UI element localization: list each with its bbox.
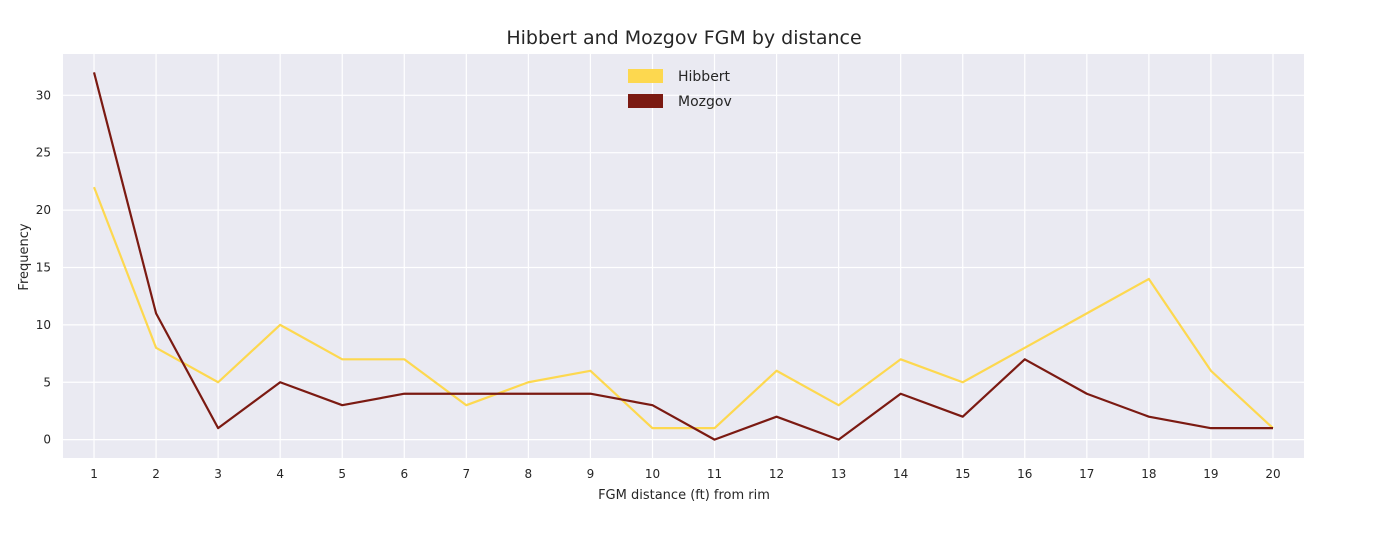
legend-label-mozgov: Mozgov: [678, 94, 732, 110]
series-line-mozgov: [92, 72, 1273, 441]
x-tick-label: 20: [1265, 467, 1280, 481]
x-tick-label: 12: [769, 467, 784, 481]
x-tick-label: 5: [338, 467, 346, 481]
x-tick-label: 7: [463, 467, 471, 481]
y-tick-label: 15: [36, 260, 51, 274]
legend-label-hibbert: Hibbert: [678, 69, 731, 85]
grid: [63, 54, 1304, 458]
y-tick-label: 30: [36, 88, 51, 102]
x-tick-label: 6: [400, 467, 408, 481]
plot-area: [63, 54, 1304, 458]
x-tick-label: 15: [955, 467, 970, 481]
x-tick-label: 3: [214, 467, 222, 481]
legend: Hibbert Mozgov: [628, 69, 732, 110]
y-axis-label: Frequency: [17, 223, 32, 290]
x-tick-label: 17: [1079, 467, 1094, 481]
x-tick-label: 1: [90, 467, 98, 481]
x-tick-label: 11: [707, 467, 722, 481]
x-tick-label: 8: [525, 467, 533, 481]
y-axis-ticks: 0 5 10 15 20 25 30: [36, 88, 51, 446]
x-tick-label: 10: [645, 467, 660, 481]
y-tick-label: 10: [36, 318, 51, 332]
x-axis-label: FGM distance (ft) from rim: [598, 488, 770, 503]
series-line-hibbert: [92, 186, 1274, 430]
x-tick-label: 2: [152, 467, 160, 481]
chart-title: Hibbert and Mozgov FGM by distance: [506, 27, 861, 49]
x-tick-label: 18: [1141, 467, 1156, 481]
x-tick-label: 9: [587, 467, 595, 481]
x-tick-label: 14: [893, 467, 908, 481]
x-tick-label: 13: [831, 467, 846, 481]
x-tick-label: 4: [276, 467, 284, 481]
legend-swatch-hibbert: [628, 69, 663, 83]
x-axis-ticks: 1 2 3 4 5 6 7 8 9 10 11 12 13 14 15 16 17 18 19 20: [90, 467, 1280, 481]
x-tick-label: 19: [1203, 467, 1218, 481]
y-tick-label: 5: [43, 375, 51, 389]
y-tick-label: 20: [36, 203, 51, 217]
y-tick-label: 25: [36, 146, 51, 160]
legend-swatch-mozgov: [628, 94, 663, 108]
x-tick-label: 16: [1017, 467, 1032, 481]
y-tick-label: 0: [43, 433, 51, 447]
series-lines: [92, 72, 1274, 441]
